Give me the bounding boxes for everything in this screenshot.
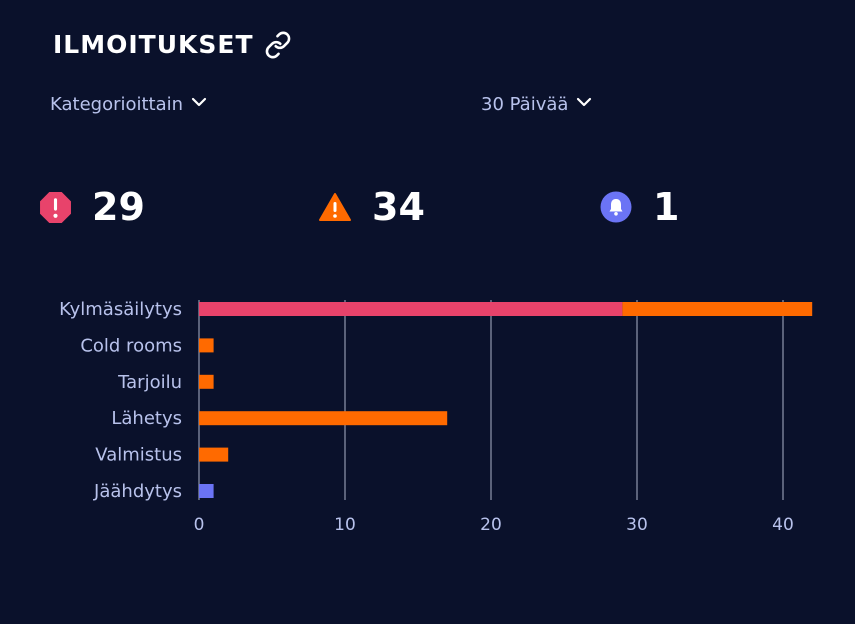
bar-segment: [199, 338, 214, 353]
x-tick-label: 40: [772, 515, 794, 535]
page-title: ILMOITUKSET: [53, 30, 254, 59]
x-tick-label: 10: [334, 515, 356, 535]
bar-segment: [199, 484, 214, 498]
category-label: Jäähdytys: [93, 481, 182, 502]
category-label: Valmistus: [95, 445, 182, 466]
warning-count: 34: [372, 185, 425, 229]
bar-segment: [622, 302, 813, 316]
alarm-octagon-icon: [39, 190, 72, 224]
x-tick-label: 30: [626, 515, 648, 535]
alarm-count-stat[interactable]: 29: [39, 185, 145, 229]
category-dropdown-label: Kategorioittain: [50, 94, 184, 115]
period-dropdown-label: 30 Päivää: [481, 94, 569, 115]
category-dropdown[interactable]: Kategorioittain: [50, 92, 209, 117]
bar-segment: [199, 302, 623, 316]
link-icon[interactable]: [264, 31, 292, 59]
bell-icon: [599, 190, 633, 224]
bar-chart: 0 10 20 30 40 Kylmäsäilytys Cold rooms Tarjoilu…: [59, 299, 813, 535]
category-label: Tarjoilu: [117, 372, 182, 393]
notice-count-stat[interactable]: 1: [599, 185, 679, 229]
bar-segment: [199, 374, 214, 389]
bar-segment: [199, 411, 448, 426]
category-label: Lähetys: [111, 408, 182, 429]
period-dropdown[interactable]: 30 Päivää: [481, 92, 594, 117]
warning-count-stat[interactable]: 34: [318, 185, 425, 229]
chevron-down-icon: [574, 92, 594, 117]
alarm-count: 29: [92, 185, 145, 229]
header: ILMOITUKSET: [53, 30, 292, 59]
bar-segment: [199, 447, 229, 462]
notifications-chart: 0 10 20 30 40 Kylmäsäilytys Cold rooms Tarjoilu…: [0, 280, 855, 550]
warning-triangle-icon: [318, 190, 352, 224]
category-label: Kylmäsäilytys: [59, 299, 182, 320]
notice-count: 1: [653, 185, 680, 229]
category-label: Cold rooms: [80, 335, 182, 356]
chevron-down-icon: [189, 92, 209, 117]
x-tick-label: 0: [194, 515, 205, 535]
x-tick-label: 20: [480, 515, 502, 535]
